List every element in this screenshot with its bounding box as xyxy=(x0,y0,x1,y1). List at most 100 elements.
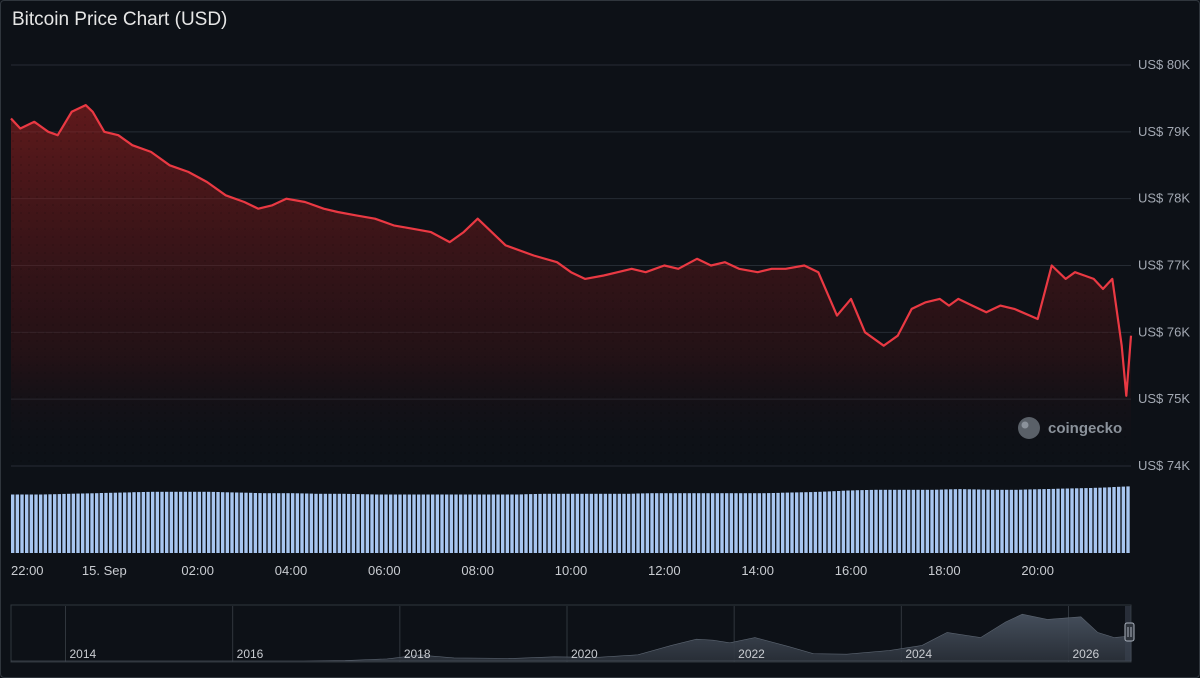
volume-bar xyxy=(925,489,930,553)
volume-bar xyxy=(81,493,85,553)
volume-bar xyxy=(333,493,337,553)
price-line[interactable] xyxy=(10,104,1133,397)
volume-bar xyxy=(706,493,710,553)
volume-bar xyxy=(664,493,668,553)
volume-bar xyxy=(263,493,267,553)
volume-bar xyxy=(529,494,533,553)
volume-bar xyxy=(25,494,29,553)
volume-bar xyxy=(146,491,150,553)
volume-bar xyxy=(123,492,127,553)
volume-bar xyxy=(935,489,939,553)
volume-bar xyxy=(552,493,556,553)
volume-bar xyxy=(571,493,575,553)
volume-bar xyxy=(463,494,468,553)
y-tick-label: US$ 75K xyxy=(1138,391,1190,406)
volume-bar xyxy=(697,493,701,553)
y-tick-label: US$ 78K xyxy=(1138,191,1190,206)
volume-bar xyxy=(179,491,183,553)
x-tick-label: 02:00 xyxy=(181,563,214,578)
volume-bar xyxy=(412,494,416,553)
volume-bar xyxy=(804,492,808,553)
volume-bar xyxy=(435,494,440,553)
volume-bar xyxy=(20,494,24,553)
volume-bar xyxy=(743,493,748,553)
volume-bar xyxy=(1075,488,1079,553)
volume-bar xyxy=(757,493,762,553)
volume-bar xyxy=(771,493,776,553)
volume-bar xyxy=(729,493,734,553)
volume-bar xyxy=(1000,489,1004,553)
volume-bar xyxy=(678,493,682,553)
volume-bar xyxy=(1107,487,1112,553)
x-tick-label: 04:00 xyxy=(275,563,308,578)
volume-bar xyxy=(963,489,967,553)
volume-bar xyxy=(183,491,188,553)
volume-bar xyxy=(137,492,141,553)
volume-bar xyxy=(753,493,757,553)
volume-bar xyxy=(655,493,659,553)
volume-bar xyxy=(403,494,407,553)
volume-bar xyxy=(1065,488,1070,553)
volume-bar xyxy=(127,492,132,553)
volume-bar xyxy=(85,493,90,553)
volume-bar xyxy=(71,493,76,553)
volume-bar xyxy=(431,494,435,553)
volume-bar xyxy=(827,491,832,553)
volume-bar xyxy=(361,494,365,553)
volume-bar xyxy=(132,492,136,553)
volume-bar xyxy=(958,489,962,553)
volume-bar xyxy=(491,494,496,553)
volume-bar xyxy=(725,493,729,553)
volume-bar xyxy=(599,493,603,553)
volume-bar xyxy=(305,493,309,553)
volume-bar xyxy=(795,492,799,553)
volume-bar xyxy=(785,492,790,553)
x-tick-label: 10:00 xyxy=(555,563,588,578)
volume-bar xyxy=(1061,488,1065,553)
navigator[interactable]: 2014 2016 2018 2020 2022 2024 2026 xyxy=(10,604,1135,663)
volume-bar xyxy=(575,493,580,553)
volume-bar xyxy=(160,491,164,553)
volume-bar xyxy=(603,493,608,553)
volume-bar xyxy=(1019,489,1023,553)
volume-bar xyxy=(421,494,426,553)
volume-bar xyxy=(911,489,916,553)
volume-bar xyxy=(519,494,524,553)
volume-bar xyxy=(449,494,454,553)
volume-bar xyxy=(258,493,262,553)
volume-bar xyxy=(837,491,841,553)
y-axis-labels: US$ 80K US$ 79K US$ 78K US$ 77K US$ 76K US$ 7… xyxy=(1138,57,1190,473)
volume-bar xyxy=(650,493,654,553)
volume-bar xyxy=(879,489,883,553)
volume-bar xyxy=(389,494,393,553)
page-title: Bitcoin Price Chart (USD) xyxy=(12,9,228,30)
x-tick-label: 12:00 xyxy=(648,563,681,578)
volume-bar xyxy=(888,489,892,553)
navigator-handle[interactable] xyxy=(1124,622,1135,642)
volume-bar xyxy=(1103,487,1107,553)
volume-bar xyxy=(902,489,906,553)
volume-bar xyxy=(118,492,122,553)
volume-bar xyxy=(883,489,888,553)
volume-bar xyxy=(995,489,1000,553)
volume-bar xyxy=(473,494,477,553)
volume-bar xyxy=(277,493,281,553)
volume-bar xyxy=(790,492,794,553)
x-tick-label: 16:00 xyxy=(835,563,868,578)
navigator-tick-label: 2024 xyxy=(905,647,932,661)
volume-bar xyxy=(351,494,356,553)
volume-bar xyxy=(337,493,342,553)
volume-bar xyxy=(673,493,678,553)
volume-bar xyxy=(916,489,920,553)
x-tick-label: 20:00 xyxy=(1021,563,1054,578)
volume-bar xyxy=(893,489,897,553)
volume-bar xyxy=(440,494,444,553)
volume-bar xyxy=(407,494,412,553)
volume-bar xyxy=(538,493,542,553)
navigator-tick-label: 2016 xyxy=(237,647,264,661)
volume-bar xyxy=(617,493,622,553)
volume-bar xyxy=(477,494,482,553)
volume-bar xyxy=(524,494,528,553)
volume-bar xyxy=(669,493,673,553)
